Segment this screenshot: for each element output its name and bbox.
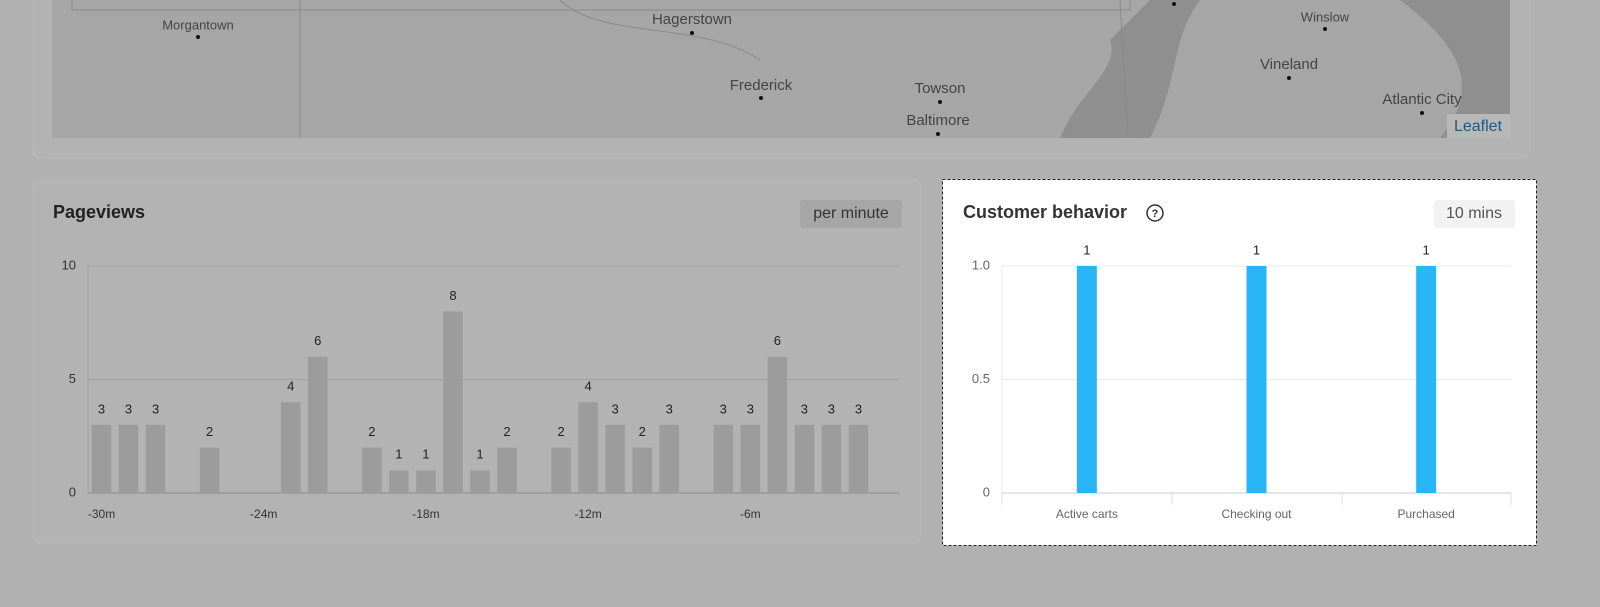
data-label: 1 xyxy=(395,447,402,462)
data-label: 8 xyxy=(449,288,456,303)
y-tick-label: 1.0 xyxy=(972,257,990,272)
data-label: 1 xyxy=(476,447,483,462)
place[interactable]: Baltimore xyxy=(906,112,969,129)
place[interactable]: Towson xyxy=(915,80,966,97)
data-label: 3 xyxy=(612,401,619,416)
data-label: 1 xyxy=(1253,242,1260,257)
bar xyxy=(389,470,409,493)
help-icon[interactable]: ? xyxy=(1146,204,1164,222)
data-label: 3 xyxy=(720,401,727,416)
data-label: 2 xyxy=(206,424,213,439)
place[interactable]: Winslow xyxy=(1301,9,1350,24)
place[interactable]: Vineland xyxy=(1260,56,1318,73)
data-label: 1 xyxy=(422,447,429,462)
bar xyxy=(578,402,598,493)
y-tick-label: 5 xyxy=(69,371,76,386)
place[interactable]: Frederick xyxy=(730,77,793,94)
data-label: 1 xyxy=(1423,242,1430,257)
bar xyxy=(118,424,139,493)
x-tick-label: Checking out xyxy=(1221,507,1292,521)
customer-behavior-panel xyxy=(942,179,1537,546)
bar xyxy=(551,447,571,493)
bar xyxy=(740,424,761,493)
data-label: 3 xyxy=(855,401,862,416)
bar xyxy=(605,424,625,493)
bar xyxy=(1076,266,1097,493)
x-tick-label: Active carts xyxy=(1056,507,1118,521)
bar xyxy=(280,402,301,493)
bar xyxy=(307,356,328,493)
data-label: 6 xyxy=(774,333,781,348)
data-label: 3 xyxy=(801,401,808,416)
data-label: 6 xyxy=(314,333,321,348)
x-tick-label: -18m xyxy=(412,507,439,521)
place[interactable]: Hagerstown xyxy=(652,11,732,28)
data-label: 3 xyxy=(828,401,835,416)
data-label: 1 xyxy=(1083,242,1090,257)
badge[interactable] xyxy=(1434,200,1515,228)
data-label: 3 xyxy=(98,401,105,416)
bar xyxy=(470,470,490,493)
y-tick-label: 10 xyxy=(62,257,76,272)
svg-text:?: ? xyxy=(1152,208,1159,220)
bar xyxy=(1416,266,1437,493)
badge[interactable] xyxy=(800,200,902,228)
data-label: 3 xyxy=(125,401,132,416)
badge-label[interactable]: per minute xyxy=(813,205,889,222)
y-tick-label: 0 xyxy=(69,484,76,499)
y-tick-label: 0.5 xyxy=(972,371,990,386)
bar xyxy=(659,424,680,493)
data-label: 2 xyxy=(639,424,646,439)
bar xyxy=(443,311,463,493)
bar xyxy=(362,447,382,493)
bar xyxy=(1246,266,1267,493)
data-label: 3 xyxy=(747,401,754,416)
data-label: 2 xyxy=(368,424,375,439)
data-label: 2 xyxy=(557,424,564,439)
x-tick-label: -12m xyxy=(574,507,601,521)
bar xyxy=(794,424,815,493)
bar xyxy=(497,447,517,493)
bar xyxy=(145,424,166,493)
bar xyxy=(848,424,869,493)
x-tick-label: -30m xyxy=(88,507,115,521)
data-label: 2 xyxy=(503,424,510,439)
panel-title: Customer behavior xyxy=(963,202,1127,222)
badge-label[interactable]: 10 mins xyxy=(1446,205,1502,222)
bar xyxy=(821,424,842,493)
data-label: 3 xyxy=(666,401,673,416)
place[interactable]: Atlantic City xyxy=(1382,91,1462,108)
y-tick-label: 0 xyxy=(983,484,990,499)
x-tick-label: -6m xyxy=(740,507,761,521)
bar xyxy=(713,424,734,493)
place[interactable]: Morgantown xyxy=(162,17,234,32)
bar xyxy=(91,424,112,493)
attribution-link[interactable]: Leaflet xyxy=(1454,118,1503,135)
bar xyxy=(767,356,788,493)
data-label: 4 xyxy=(584,379,591,394)
data-label: 3 xyxy=(152,401,159,416)
map: Morgantown Hagerstown Frederick Towson B… xyxy=(52,0,1510,139)
bar xyxy=(416,470,436,493)
x-tick-label: -24m xyxy=(250,507,277,521)
panel-title: Pageviews xyxy=(53,202,145,222)
bar xyxy=(199,447,220,493)
pageviews-panel xyxy=(32,179,922,544)
x-tick-label: Purchased xyxy=(1397,507,1454,521)
bar xyxy=(632,447,652,493)
data-label: 4 xyxy=(287,379,294,394)
